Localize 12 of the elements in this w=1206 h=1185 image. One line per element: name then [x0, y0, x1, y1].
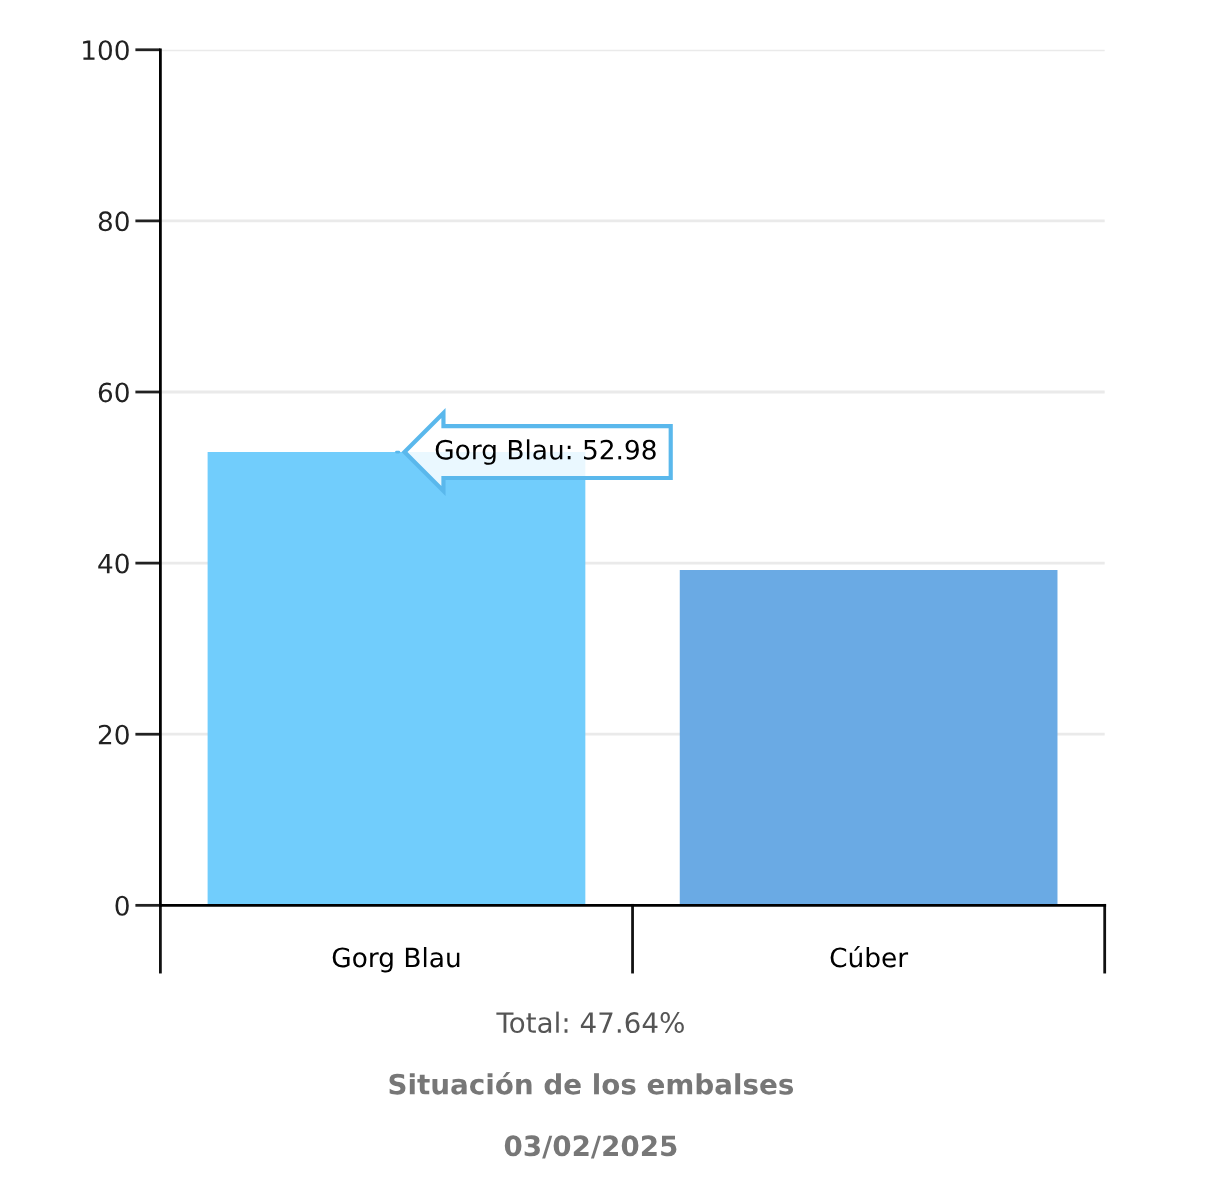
text: Situación de los embalses — [389, 1072, 794, 1095]
text: 03/02/2025 — [504, 1135, 677, 1159]
y-tick-label: 20 — [98, 724, 129, 745]
text: Total: 47.64% — [496, 1011, 684, 1034]
y-tick-label: 40 — [98, 553, 129, 574]
x-tick-label: Gorg Blau — [332, 947, 460, 973]
y-tick-label: 60 — [98, 382, 129, 403]
y-tick-label: 80 — [98, 211, 129, 232]
annotation: Gorg Blau: 52.98 — [435, 439, 656, 465]
y-tick-label: 100 — [83, 40, 129, 61]
x-tick-label: Cúber — [830, 945, 909, 968]
y-tick-label: 0 — [115, 895, 129, 916]
